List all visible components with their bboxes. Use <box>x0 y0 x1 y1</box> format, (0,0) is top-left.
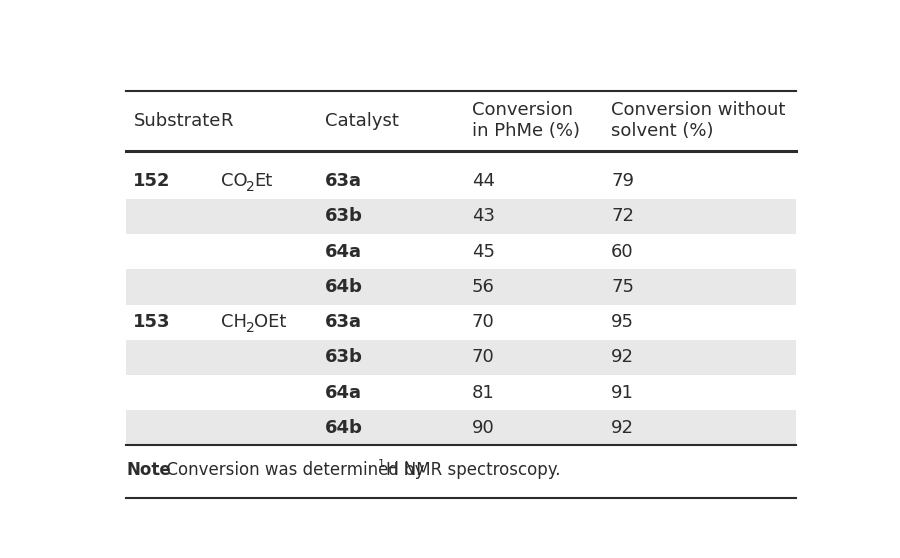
Text: 45: 45 <box>472 243 495 261</box>
Text: 64b: 64b <box>325 419 363 437</box>
Text: CO: CO <box>220 172 248 190</box>
Text: 72: 72 <box>611 208 634 225</box>
Text: 63b: 63b <box>325 348 363 367</box>
Text: OEt: OEt <box>254 313 286 331</box>
Text: 1: 1 <box>378 459 385 469</box>
Text: Catalyst: Catalyst <box>325 112 399 129</box>
Text: 43: 43 <box>472 208 495 225</box>
Bar <box>126 410 796 445</box>
Text: Conversion
in PhMe (%): Conversion in PhMe (%) <box>472 101 580 140</box>
Text: 153: 153 <box>133 313 171 331</box>
Text: 70: 70 <box>472 313 494 331</box>
Text: 56: 56 <box>472 278 495 296</box>
Text: H NMR spectroscopy.: H NMR spectroscopy. <box>386 461 561 479</box>
Text: 92: 92 <box>611 348 634 367</box>
Text: 63a: 63a <box>325 313 362 331</box>
Text: 64a: 64a <box>325 243 362 261</box>
Text: 44: 44 <box>472 172 495 190</box>
Text: CH: CH <box>220 313 247 331</box>
Bar <box>126 270 796 305</box>
Text: 60: 60 <box>611 243 634 261</box>
Bar <box>126 199 796 234</box>
Text: 79: 79 <box>611 172 634 190</box>
Text: 95: 95 <box>611 313 634 331</box>
Text: 91: 91 <box>611 384 634 402</box>
Text: 152: 152 <box>133 172 171 190</box>
Text: 2: 2 <box>246 180 255 194</box>
Text: 64a: 64a <box>325 384 362 402</box>
Text: 92: 92 <box>611 419 634 437</box>
Text: 81: 81 <box>472 384 494 402</box>
Bar <box>126 340 796 375</box>
Text: . Conversion was determined by: . Conversion was determined by <box>157 461 430 479</box>
Text: 63a: 63a <box>325 172 362 190</box>
Text: 70: 70 <box>472 348 494 367</box>
Text: Et: Et <box>254 172 273 190</box>
Text: Substrate: Substrate <box>133 112 220 129</box>
Text: Conversion without
solvent (%): Conversion without solvent (%) <box>611 101 786 140</box>
Text: 64b: 64b <box>325 278 363 296</box>
Text: Note: Note <box>126 461 171 479</box>
Text: 2: 2 <box>246 321 255 335</box>
Text: 75: 75 <box>611 278 634 296</box>
Text: R: R <box>220 112 233 129</box>
Text: 90: 90 <box>472 419 494 437</box>
Text: 63b: 63b <box>325 208 363 225</box>
